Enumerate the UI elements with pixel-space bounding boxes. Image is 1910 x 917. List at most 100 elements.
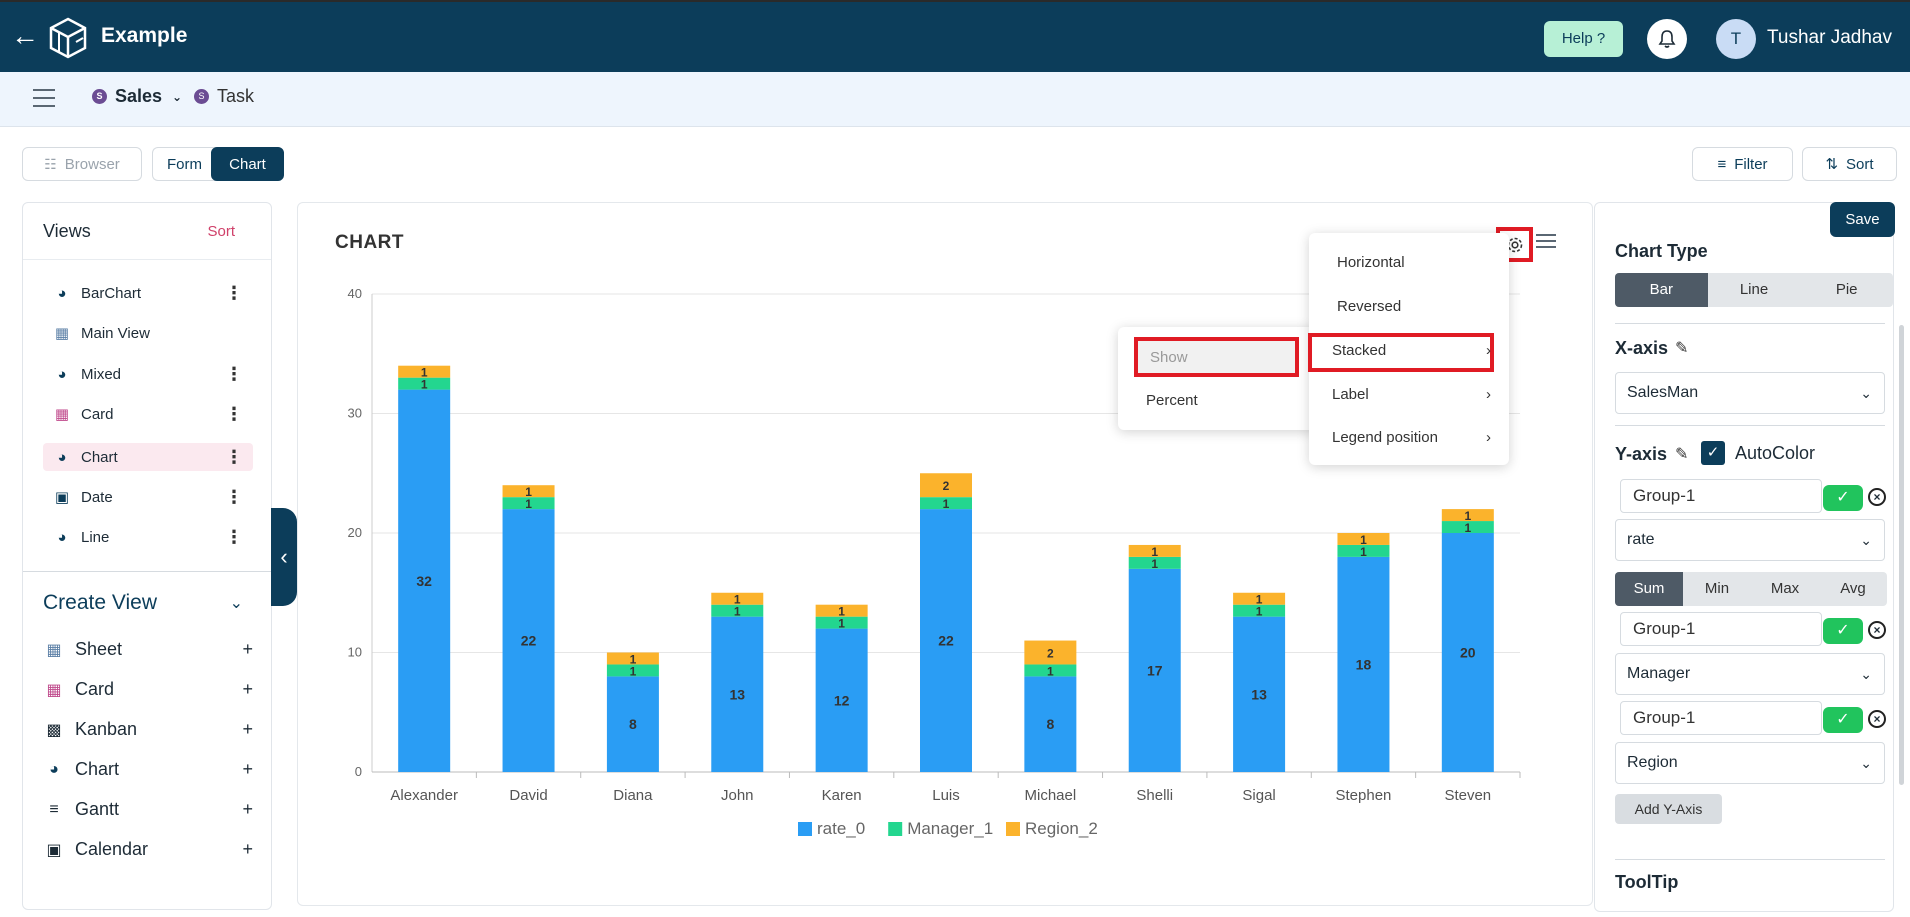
views-sort-button[interactable]: Sort bbox=[207, 223, 235, 240]
create-view-title[interactable]: Create View bbox=[43, 591, 158, 614]
menu-icon[interactable] bbox=[33, 89, 55, 109]
view-item-date[interactable]: ▣ Date ⋮ bbox=[43, 483, 253, 511]
add-y-axis-button[interactable]: Add Y-Axis bbox=[1615, 794, 1722, 824]
bar-segment-rate-0 bbox=[398, 389, 451, 772]
aggregation-sum[interactable]: Sum bbox=[1615, 572, 1683, 606]
filter-button[interactable]: ≡ Filter bbox=[1692, 147, 1793, 181]
x-tick-label: John bbox=[721, 787, 754, 804]
create-item-label: Calendar bbox=[75, 839, 149, 859]
user-name[interactable]: Tushar Jadhav bbox=[1767, 27, 1892, 48]
help-button[interactable]: Help ? bbox=[1544, 21, 1623, 57]
create-calendar[interactable]: ▣ Calendar + bbox=[43, 839, 253, 860]
view-item-mixed[interactable]: ◕ Mixed ⋮ bbox=[43, 360, 253, 388]
menu-item-legend-position[interactable]: Legend position › bbox=[1309, 422, 1509, 452]
chart-type-pie[interactable]: Pie bbox=[1835, 281, 1858, 298]
confirm-button[interactable]: ✓ bbox=[1823, 618, 1863, 644]
save-button[interactable]: Save bbox=[1830, 202, 1895, 237]
chart-type-line[interactable]: Line bbox=[1739, 281, 1769, 298]
x-axis-select[interactable]: SalesMan ⌄ bbox=[1615, 372, 1885, 414]
x-tick-label: Sigal bbox=[1242, 787, 1275, 804]
submenu-show[interactable]: Show bbox=[1134, 337, 1299, 377]
confirm-button[interactable]: ✓ bbox=[1823, 485, 1863, 511]
view-item-line[interactable]: ◕ Line ⋮ bbox=[43, 523, 253, 551]
bar-segment-rate-0 bbox=[1024, 676, 1077, 772]
sort-button[interactable]: ⇅ Sort bbox=[1802, 147, 1897, 181]
pie-chart-icon: ◕ bbox=[57, 528, 67, 546]
menu-item-stacked[interactable]: Stacked › bbox=[1309, 335, 1509, 365]
view-item-card[interactable]: ▦ Card ⋮ bbox=[43, 400, 253, 428]
confirm-button[interactable]: ✓ bbox=[1823, 707, 1863, 733]
plus-icon[interactable]: + bbox=[242, 719, 253, 739]
create-item-label: Card bbox=[75, 679, 115, 699]
data-label: 2 bbox=[943, 479, 950, 493]
tooltip-title: ToolTip bbox=[1615, 872, 1679, 892]
browser-icon: ☷ bbox=[44, 155, 57, 172]
view-item-main-view[interactable]: ▦ Main View bbox=[43, 319, 253, 347]
back-arrow-icon[interactable]: ← bbox=[11, 20, 39, 51]
autocolor-checkbox[interactable]: ✓ bbox=[1701, 441, 1725, 465]
more-vertical-icon[interactable]: ⋮ bbox=[225, 446, 243, 467]
plus-icon[interactable]: + bbox=[242, 759, 253, 779]
chevron-down-icon[interactable]: ⌄ bbox=[172, 89, 183, 104]
more-vertical-icon[interactable]: ⋮ bbox=[225, 526, 243, 547]
divider bbox=[1615, 859, 1885, 860]
close-icon[interactable]: × bbox=[1868, 488, 1886, 506]
tab-task[interactable]: S Task bbox=[194, 86, 254, 107]
group-input[interactable]: Group-1 bbox=[1620, 612, 1822, 646]
browser-button[interactable]: ☷ Browser bbox=[22, 147, 142, 181]
close-icon[interactable]: × bbox=[1868, 621, 1886, 639]
gear-icon bbox=[1507, 237, 1522, 252]
create-kanban[interactable]: ▩ Kanban + bbox=[43, 719, 253, 740]
y-field-select[interactable]: rate ⌄ bbox=[1615, 519, 1885, 561]
create-chart[interactable]: ◕ Chart + bbox=[43, 759, 253, 780]
y-axis-title: Y-axis bbox=[1615, 444, 1668, 464]
notifications-button[interactable] bbox=[1647, 19, 1687, 59]
more-vertical-icon[interactable]: ⋮ bbox=[225, 486, 243, 507]
plus-icon[interactable]: + bbox=[242, 839, 253, 859]
view-item-barchart[interactable]: ◕ BarChart ⋮ bbox=[43, 279, 253, 307]
collapse-panel-button[interactable]: ‹ bbox=[271, 508, 297, 606]
data-label: 1 bbox=[525, 485, 532, 499]
more-vertical-icon[interactable]: ⋮ bbox=[225, 403, 243, 424]
group-input[interactable]: Group-1 bbox=[1620, 479, 1822, 513]
autocolor-label: AutoColor bbox=[1735, 443, 1816, 463]
group-input[interactable]: Group-1 bbox=[1620, 701, 1822, 735]
menu-item-reversed[interactable]: Reversed bbox=[1309, 291, 1509, 321]
avatar[interactable]: T bbox=[1716, 19, 1756, 59]
plus-icon[interactable]: + bbox=[242, 639, 253, 659]
pencil-icon[interactable]: ✎ bbox=[1675, 340, 1689, 357]
create-gantt[interactable]: ≡ Gantt + bbox=[43, 799, 253, 820]
form-button[interactable]: Form bbox=[152, 147, 216, 181]
aggregation-max[interactable]: Max bbox=[1770, 580, 1800, 597]
create-card[interactable]: ▦ Card + bbox=[43, 679, 253, 700]
menu-item-horizontal[interactable]: Horizontal bbox=[1309, 247, 1509, 277]
y-tick-label: 40 bbox=[348, 286, 362, 301]
pencil-icon[interactable]: ✎ bbox=[1675, 446, 1689, 463]
select-value: SalesMan bbox=[1627, 384, 1699, 401]
more-vertical-icon[interactable]: ⋮ bbox=[225, 282, 243, 303]
create-sheet[interactable]: ▦ Sheet + bbox=[43, 639, 253, 660]
data-label: 1 bbox=[525, 497, 532, 511]
plus-icon[interactable]: + bbox=[242, 799, 253, 819]
bar-segment-rate-0 bbox=[1128, 568, 1181, 772]
highlight-box bbox=[1308, 333, 1494, 372]
submenu-percent[interactable]: Percent bbox=[1146, 392, 1198, 409]
more-vertical-icon[interactable]: ⋮ bbox=[225, 363, 243, 384]
chart-button[interactable]: Chart bbox=[211, 147, 284, 181]
create-item-label: Chart bbox=[75, 759, 120, 779]
close-icon[interactable]: × bbox=[1868, 710, 1886, 728]
menu-item-label[interactable]: Label › bbox=[1309, 379, 1509, 409]
scrollbar[interactable] bbox=[1899, 325, 1904, 785]
chevron-down-icon[interactable]: ⌄ bbox=[229, 595, 243, 612]
aggregation-selector: Sum Min Max Avg bbox=[1615, 572, 1887, 606]
view-item-chart[interactable]: ◕ Chart ⋮ bbox=[43, 443, 253, 471]
y-field-select[interactable]: Manager ⌄ bbox=[1615, 653, 1885, 695]
y-field-select[interactable]: Region ⌄ bbox=[1615, 742, 1885, 784]
chart-menu-icon[interactable] bbox=[1536, 234, 1556, 252]
aggregation-avg[interactable]: Avg bbox=[1840, 580, 1866, 597]
legend-label: Manager_1 bbox=[907, 819, 993, 838]
tab-sales[interactable]: S Sales ⌄ bbox=[92, 86, 182, 107]
aggregation-min[interactable]: Min bbox=[1704, 580, 1730, 597]
plus-icon[interactable]: + bbox=[242, 679, 253, 699]
chart-type-bar[interactable]: Bar bbox=[1615, 273, 1708, 307]
